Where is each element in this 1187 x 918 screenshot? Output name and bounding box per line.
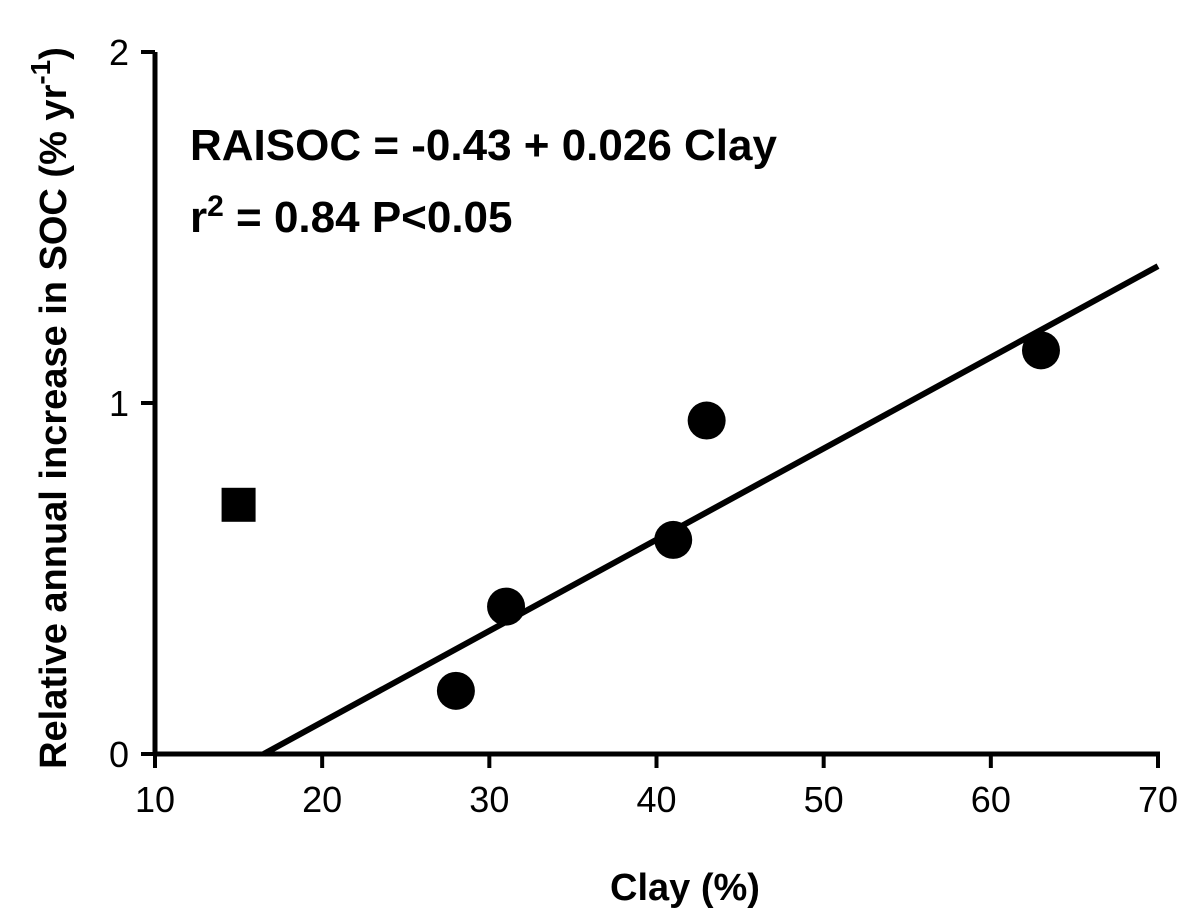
r-superscript: 2: [207, 190, 224, 223]
data-point-square: [221, 487, 256, 522]
regression-line-group: [262, 263, 1160, 757]
y-axis-title-close: ): [33, 47, 75, 60]
x-tick-label: 60: [971, 779, 1011, 820]
x-tick-label: 50: [804, 779, 844, 820]
x-tick-label: 30: [469, 779, 509, 820]
y-tick-label: 2: [109, 32, 129, 73]
y-ticks: 0 1 2: [109, 32, 155, 775]
data-point-circle: [654, 520, 693, 559]
data-points: [221, 331, 1060, 710]
x-ticks: 10 20 30 40 50 60 70: [135, 754, 1178, 820]
r-label: r: [190, 193, 207, 242]
x-tick-label: 10: [135, 779, 175, 820]
y-axis-title-text: Relative annual increase in SOC (% yr: [33, 84, 75, 768]
data-point-circle: [1021, 331, 1060, 370]
r-stat: = 0.84 P<0.05: [224, 193, 513, 242]
x-tick-label: 70: [1138, 779, 1178, 820]
data-point-circle: [436, 671, 475, 710]
regression-line: [262, 263, 1160, 757]
annotation-equation: RAISOC = -0.43 + 0.026 Clay: [190, 121, 778, 170]
y-tick-label: 1: [109, 383, 129, 424]
y-axis-title: Relative annual increase in SOC (% yr-1): [25, 47, 75, 769]
x-tick-label: 20: [302, 779, 342, 820]
data-point-circle: [487, 587, 526, 626]
data-point-circle: [687, 401, 726, 440]
y-tick-label: 0: [109, 734, 129, 775]
x-tick-label: 40: [636, 779, 676, 820]
y-axis-title-superscript: -1: [25, 60, 56, 85]
x-axis-title: Clay (%): [610, 867, 760, 909]
annotation-stats: r2 = 0.84 P<0.05: [190, 190, 513, 242]
